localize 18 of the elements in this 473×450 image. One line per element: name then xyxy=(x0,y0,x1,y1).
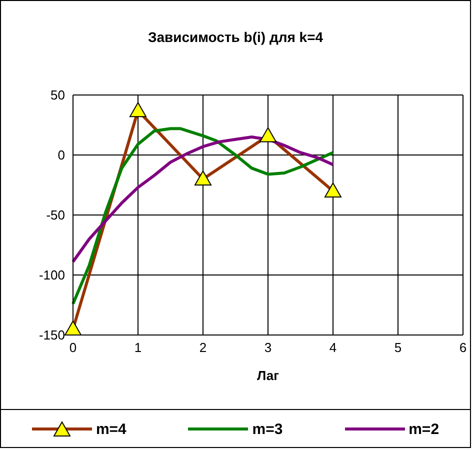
legend-label: m=2 xyxy=(408,420,440,438)
line-series xyxy=(72,127,334,306)
x-tick-label: 4 xyxy=(329,340,337,356)
y-tick-label: -150 xyxy=(38,328,65,343)
chart-title: Зависимость b(i) для k=4 xyxy=(146,29,324,45)
legend-label: m=4 xyxy=(96,420,126,438)
x-tick-label: 2 xyxy=(199,340,207,356)
legend-label: m=3 xyxy=(252,420,283,438)
x-tick-label: 3 xyxy=(264,340,272,356)
x-tick-label: 0 xyxy=(69,340,77,356)
x-tick-label: 1 xyxy=(134,340,142,356)
y-tick-label: -50 xyxy=(46,208,65,223)
y-tick-label: 0 xyxy=(58,148,65,163)
x-tick-label: 5 xyxy=(394,340,402,356)
x-tick-label: 6 xyxy=(459,340,467,356)
y-tick-label: 50 xyxy=(50,88,65,103)
y-tick-label: -100 xyxy=(38,268,65,283)
x-axis-title: Лаг xyxy=(256,368,280,383)
